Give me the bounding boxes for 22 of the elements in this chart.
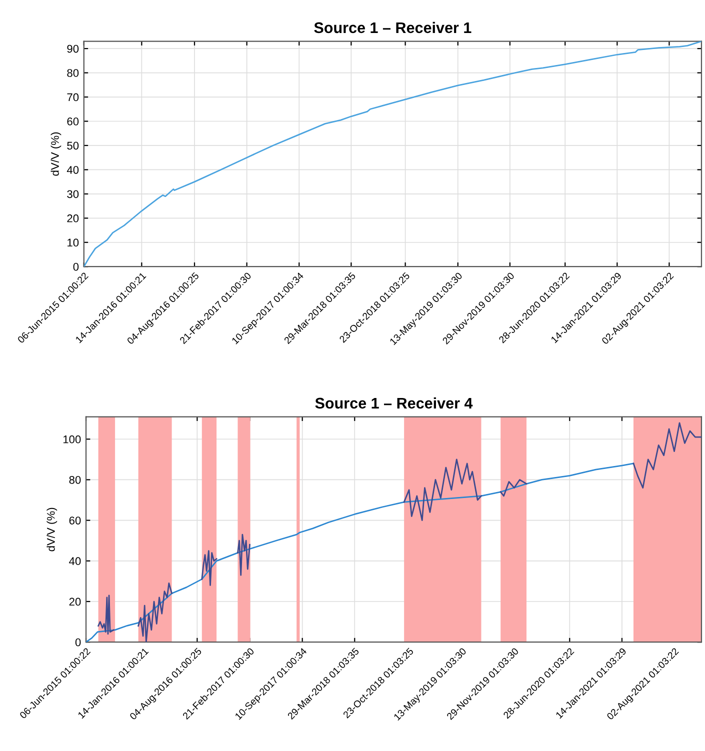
y-tick-label: 40	[66, 166, 79, 174]
y-tick-label: 100	[63, 435, 81, 444]
y-tick-label: 80	[69, 476, 81, 484]
line-series	[84, 41, 702, 267]
y-tick-label: 80	[67, 69, 79, 77]
y-axis-title: dV/V (%)	[46, 508, 58, 552]
line-series	[86, 462, 634, 642]
y-tick-label: 0	[73, 262, 79, 271]
y-tick-label: 30	[67, 190, 79, 198]
y-tick-label: 10	[68, 238, 79, 247]
y-tick-label: 40	[69, 557, 81, 566]
y-tick-label: 60	[67, 118, 79, 126]
y-tick-label: 90	[67, 44, 79, 53]
chart-title: Source 1 – Receiver 4	[315, 397, 473, 409]
y-tick-label: 70	[67, 93, 79, 102]
y-tick-label: 60	[69, 516, 81, 524]
y-tick-label: 20	[67, 214, 79, 222]
y-tick-label: 50	[67, 142, 79, 150]
chart-title: Source 1 – Receiver 1	[314, 22, 472, 34]
y-axis-title: dV/V (%)	[50, 132, 62, 176]
y-tick-label: 0	[75, 638, 81, 646]
y-tick-label: 20	[69, 598, 81, 606]
